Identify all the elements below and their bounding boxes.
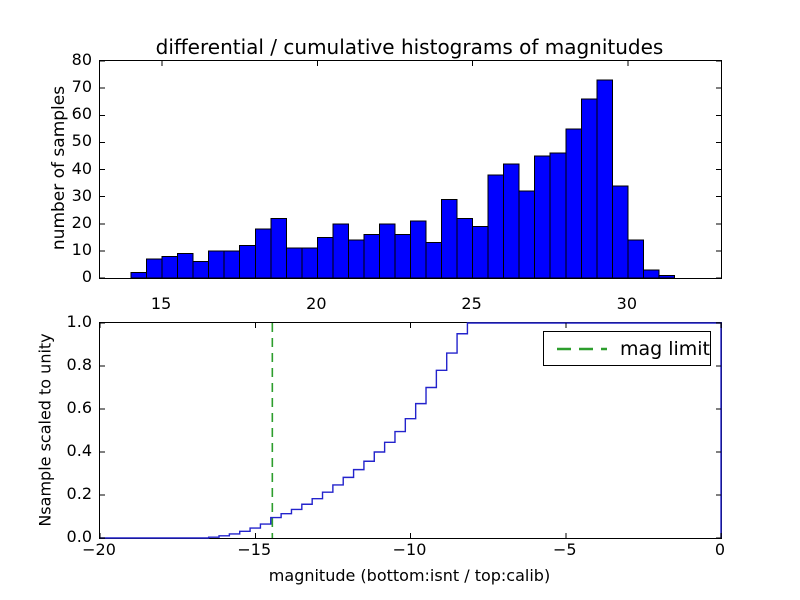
histogram-bar [177, 253, 194, 279]
histogram-bar [410, 220, 427, 279]
legend-box: mag limit [543, 331, 711, 366]
tick-label: 30 [71, 185, 92, 205]
tick-label: 70 [71, 77, 92, 97]
histogram-bar [596, 79, 613, 279]
histogram-bar [208, 250, 225, 279]
histogram-bar [285, 247, 303, 279]
legend-label: mag limit [619, 337, 710, 360]
tick-label: −15 [237, 540, 272, 559]
histogram-bar [503, 163, 520, 279]
histogram-bar [161, 255, 179, 279]
histogram-bar [627, 239, 644, 279]
tick-label: 20 [306, 294, 327, 313]
histogram-bar [332, 223, 349, 279]
histogram-bar [239, 244, 256, 279]
tick-label: 80 [71, 50, 92, 69]
histogram-bar [363, 234, 380, 279]
histogram-bar [378, 223, 396, 279]
tick-label: 1.0 [66, 312, 92, 331]
tick-label: 20 [71, 212, 92, 232]
tick-label: −10 [392, 540, 427, 559]
tick-label: 40 [71, 158, 92, 178]
tick-label: −20 [82, 540, 116, 559]
legend-dashed-line-icon [557, 347, 607, 350]
histogram-bar [565, 128, 582, 279]
tick-label: 0.8 [66, 355, 92, 374]
histogram-bar [487, 174, 505, 279]
tick-label: −5 [552, 540, 577, 559]
tick-label: 30 [616, 294, 638, 313]
x-axis-label: magnitude (bottom:isnt / top:calib) [268, 566, 551, 585]
differential-histogram-plot [100, 60, 721, 279]
tick-label: 15 [150, 294, 172, 313]
chart-title: differential / cumulative histograms of … [155, 35, 664, 59]
histogram-bar [425, 242, 443, 279]
histogram-bar [301, 247, 318, 279]
cumulative-step-plot [99, 322, 722, 539]
histogram-bar [192, 261, 210, 279]
histogram-bar [130, 272, 148, 279]
histogram-bar [394, 234, 412, 279]
histogram-bar [642, 269, 660, 279]
tick-label: 0.2 [66, 484, 92, 503]
tick-label: 60 [71, 104, 92, 124]
histogram-bar [534, 155, 551, 279]
tick-label: 0 [81, 267, 92, 286]
tick-label: 0.6 [66, 398, 92, 417]
histogram-bar [518, 190, 536, 279]
histogram-bar [456, 217, 474, 279]
tick-label: 0.0 [66, 527, 92, 546]
tick-label: 0.4 [66, 441, 92, 460]
histogram-bar [549, 152, 567, 279]
histogram-bar [347, 239, 365, 279]
cumulative-curve [100, 322, 722, 539]
tick-label: 10 [71, 239, 92, 259]
histogram-bar [316, 236, 334, 279]
tick-label: 50 [71, 131, 92, 151]
histogram-bar [580, 98, 598, 279]
histogram-bar [254, 228, 272, 279]
tick-label: 0 [714, 540, 726, 559]
bottom-y-axis-label: Nsample scaled to unity [35, 333, 55, 527]
histogram-bar [611, 185, 629, 279]
top-y-axis-label: number of samples [49, 85, 69, 251]
histogram-bar [146, 258, 163, 279]
histogram-bar [223, 250, 241, 279]
histogram-bar [441, 198, 458, 279]
tick-label: 25 [461, 294, 482, 313]
histogram-bar [270, 217, 287, 279]
top-histogram-axes [99, 60, 722, 279]
histogram-bar [472, 225, 489, 279]
histogram-bar [658, 274, 675, 279]
